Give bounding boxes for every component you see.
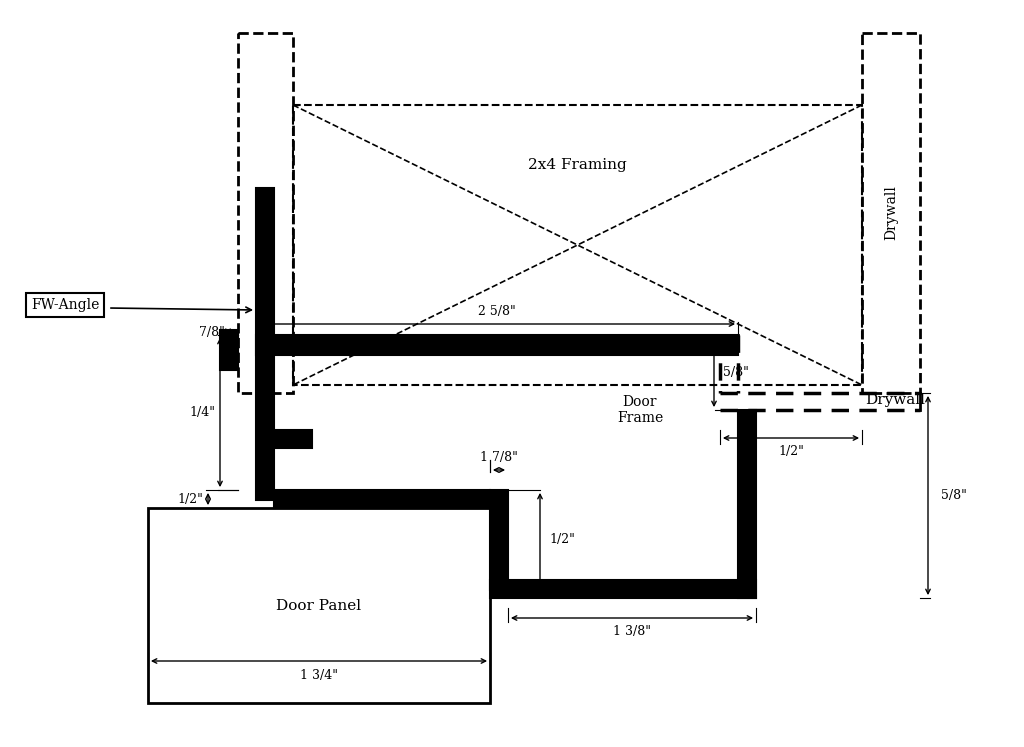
Polygon shape	[490, 580, 756, 598]
Text: 5/8": 5/8"	[941, 489, 967, 502]
Text: 1/2": 1/2"	[177, 492, 203, 506]
Text: 1/2": 1/2"	[778, 445, 804, 459]
Text: Door Panel: Door Panel	[276, 598, 361, 613]
Polygon shape	[738, 410, 756, 598]
Polygon shape	[256, 335, 738, 355]
Text: 1/2": 1/2"	[549, 533, 574, 547]
Polygon shape	[490, 490, 508, 590]
Text: 5/8": 5/8"	[723, 366, 749, 379]
Text: Drywall: Drywall	[884, 185, 898, 241]
Text: 2 5/8": 2 5/8"	[478, 306, 516, 318]
Text: Door
Frame: Door Frame	[616, 395, 664, 425]
Polygon shape	[256, 188, 274, 500]
Polygon shape	[274, 490, 490, 508]
Text: Drywall: Drywall	[865, 393, 925, 407]
Polygon shape	[274, 430, 312, 448]
Text: Drywall: Drywall	[258, 185, 272, 241]
Text: 2x4 Framing: 2x4 Framing	[528, 158, 627, 172]
Text: FW-Angle: FW-Angle	[31, 298, 99, 312]
Text: 1 7/8": 1 7/8"	[480, 451, 518, 465]
Text: 1 3/8": 1 3/8"	[613, 625, 651, 639]
Text: 1/4": 1/4"	[189, 406, 215, 419]
Text: 7/8": 7/8"	[199, 326, 225, 339]
Polygon shape	[220, 330, 238, 370]
Text: 1 3/4": 1 3/4"	[300, 669, 338, 681]
